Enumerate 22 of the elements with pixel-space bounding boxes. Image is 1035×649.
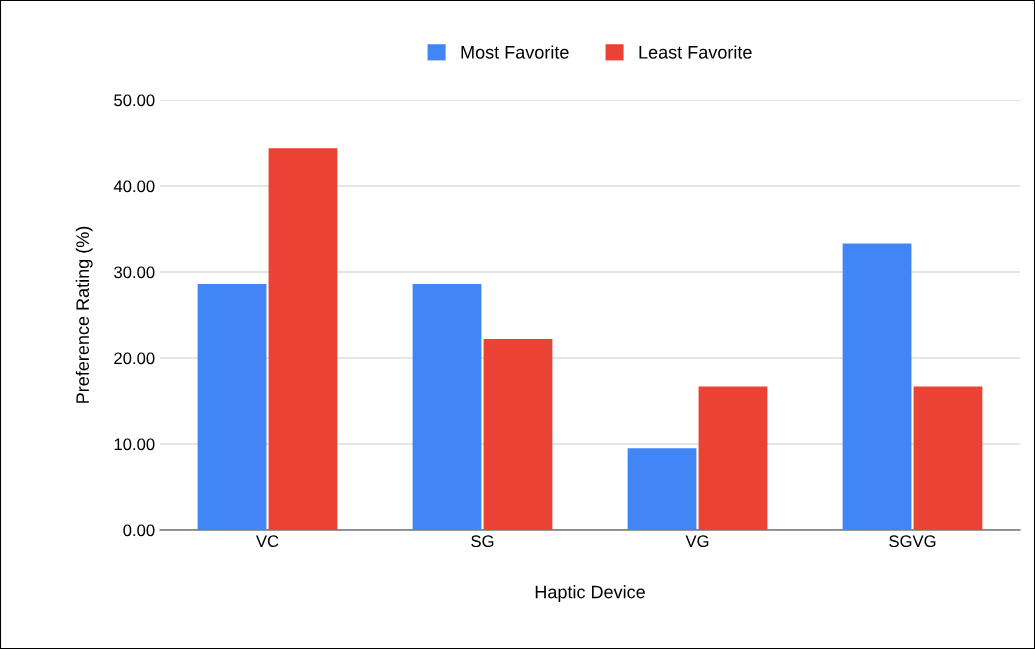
x-tick-label: SG	[471, 535, 494, 548]
x-axis-title: Haptic Device	[535, 585, 645, 602]
bar	[627, 448, 697, 530]
bar	[268, 148, 338, 530]
bar	[483, 339, 553, 530]
x-tick-label: VC	[256, 535, 279, 548]
legend-label: Most Favorite	[461, 45, 569, 59]
y-axis-title: Preference Rating (%)	[75, 226, 93, 403]
bar	[842, 243, 912, 530]
y-tick-label: 40.00	[113, 180, 155, 193]
y-tick-label: 10.00	[114, 438, 155, 451]
y-tick-label: 0.00	[123, 524, 155, 537]
x-tick-label: SGVG	[889, 535, 936, 548]
bar	[197, 284, 267, 530]
bar	[412, 284, 482, 530]
x-tick-label: VG	[685, 535, 709, 548]
y-tick-label: 20.00	[114, 352, 155, 365]
bar	[698, 386, 768, 530]
y-tick-label: 50.00	[114, 94, 155, 107]
legend-label: Least Favorite	[639, 45, 752, 59]
y-tick-label: 30.00	[114, 266, 155, 279]
bar	[913, 386, 983, 530]
